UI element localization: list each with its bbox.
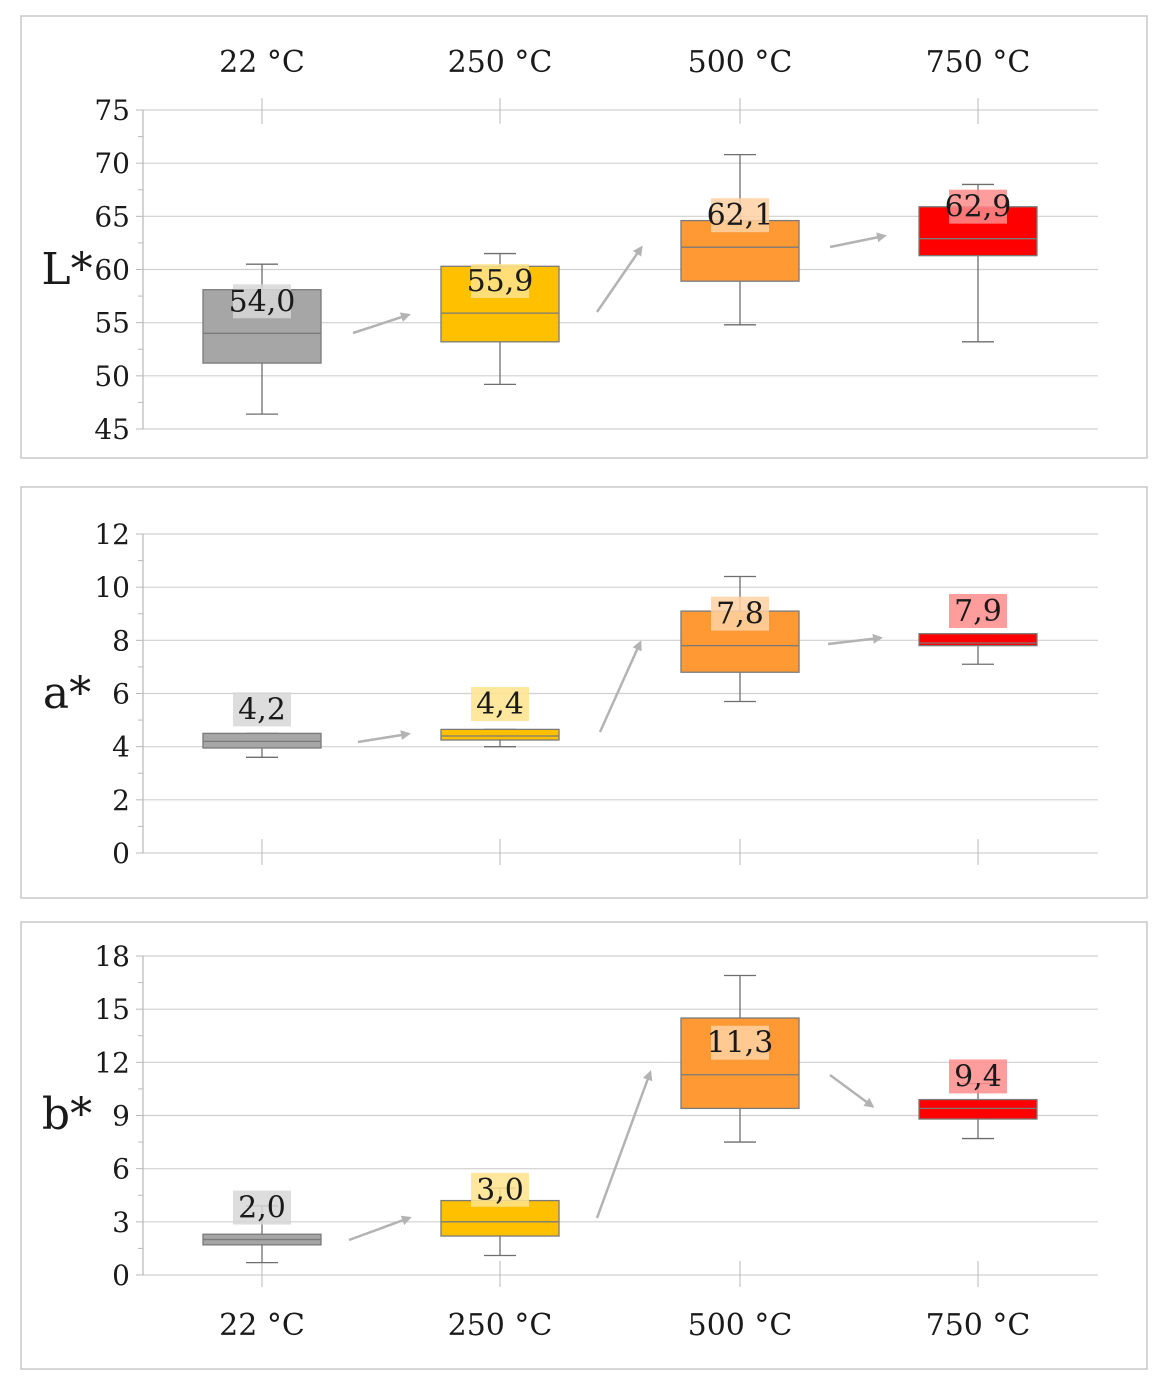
y-tick-label: 15 xyxy=(94,993,130,1026)
value-label-bg xyxy=(471,264,529,299)
value-label: 55,9 xyxy=(467,264,534,299)
trend-arrow xyxy=(829,1073,875,1108)
y-tick-label: 55 xyxy=(94,307,130,340)
category-label: 750 °C xyxy=(926,45,1031,80)
category-label: 22 °C xyxy=(219,45,305,80)
y-tick-label: 65 xyxy=(94,200,130,233)
iqr-box xyxy=(202,732,322,749)
value-label: 4,2 xyxy=(238,692,286,727)
y-tick-label: 6 xyxy=(112,678,130,711)
value-label-bg xyxy=(711,1025,769,1060)
box-3: 62,1 xyxy=(680,154,800,326)
y-tick-label: 8 xyxy=(112,624,130,657)
box-1: 54,0 xyxy=(202,263,322,415)
y-tick-label: 60 xyxy=(94,254,130,287)
value-label-bg xyxy=(949,593,1007,628)
y-tick-label: 9 xyxy=(112,1100,130,1133)
y-tick-label: 45 xyxy=(94,413,130,446)
value-label-bg xyxy=(471,687,529,722)
trend-arrow xyxy=(595,1070,653,1219)
y-tick-label: 2 xyxy=(112,784,130,817)
y-tick-label: 4 xyxy=(112,731,130,764)
value-label: 9,4 xyxy=(954,1059,1002,1094)
box-2: 3,0 xyxy=(440,1172,560,1257)
y-tick-label: 0 xyxy=(112,837,130,870)
y-tick-label: 12 xyxy=(94,1046,130,1079)
y-tick-label: 70 xyxy=(94,147,130,180)
value-label: 54,0 xyxy=(229,284,296,319)
y-axis-label: L* xyxy=(41,244,92,295)
category-label: 250 °C xyxy=(448,45,553,80)
panel-frame xyxy=(20,486,1148,899)
iqr-box xyxy=(440,728,560,741)
box-3: 11,3 xyxy=(680,974,800,1143)
value-label: 7,9 xyxy=(954,594,1002,629)
value-label: 11,3 xyxy=(707,1026,774,1061)
value-label: 62,1 xyxy=(707,198,774,233)
box-4: 7,9 xyxy=(918,593,1038,665)
trend-arrow xyxy=(827,633,883,646)
y-tick-label: 12 xyxy=(94,518,130,551)
value-label-bg xyxy=(233,692,291,727)
category-label: 500 °C xyxy=(688,45,793,80)
value-label-bg xyxy=(233,1190,291,1225)
trend-arrow xyxy=(352,312,411,335)
y-tick-label: 6 xyxy=(112,1153,130,1186)
box-1: 4,2 xyxy=(202,692,322,758)
category-label: 500 °C xyxy=(688,1308,793,1343)
category-label: 250 °C xyxy=(448,1308,553,1343)
trend-arrow xyxy=(357,730,411,744)
value-label: 4,4 xyxy=(476,687,524,722)
panel-frame xyxy=(20,921,1148,1370)
y-tick-label: 0 xyxy=(112,1259,130,1292)
y-tick-label: 50 xyxy=(94,360,130,393)
value-label: 2,0 xyxy=(238,1191,286,1226)
box-3: 7,8 xyxy=(680,575,800,703)
trend-arrow xyxy=(829,232,887,249)
trend-arrow xyxy=(595,245,643,313)
value-label-bg xyxy=(471,1172,529,1207)
y-tick-label: 18 xyxy=(94,940,130,973)
panel-2: 0 2 4 6 8 10 12 a* 4,2 4,4 7,8 7,9 xyxy=(20,486,1148,899)
value-label: 3,0 xyxy=(476,1173,524,1208)
value-label-bg xyxy=(233,284,291,319)
trend-arrow xyxy=(598,640,642,733)
box-2: 55,9 xyxy=(440,252,560,385)
panel-1: 45 50 55 60 65 70 75 L* 22 °C 250 °C 500 °C 750 °C 5… xyxy=(20,15,1148,459)
panel-3: 0 3 6 9 12 15 18 b* 22 °C 250 °C 500 °C 750 °C 2,0 3,… xyxy=(20,921,1148,1370)
box-4: 9,4 xyxy=(918,1059,1038,1140)
iqr-box xyxy=(918,1098,1038,1120)
box-2: 4,4 xyxy=(440,687,560,748)
trend-arrow xyxy=(348,1215,412,1242)
category-label: 750 °C xyxy=(926,1308,1031,1343)
value-label: 7,8 xyxy=(716,597,764,632)
value-label: 62,9 xyxy=(945,190,1012,225)
y-tick-label: 10 xyxy=(94,571,130,604)
value-label-bg xyxy=(711,198,769,233)
category-label: 22 °C xyxy=(219,1308,305,1343)
y-axis-label: b* xyxy=(42,1089,92,1140)
value-label-bg xyxy=(949,189,1007,224)
value-label-bg xyxy=(949,1059,1007,1094)
iqr-box xyxy=(918,633,1038,647)
y-tick-label: 3 xyxy=(112,1206,130,1239)
y-tick-label: 75 xyxy=(94,94,130,127)
value-label-bg xyxy=(711,596,769,631)
box-4: 62,9 xyxy=(918,183,1038,343)
box-1: 2,0 xyxy=(202,1190,322,1264)
y-axis-label: a* xyxy=(43,668,91,719)
